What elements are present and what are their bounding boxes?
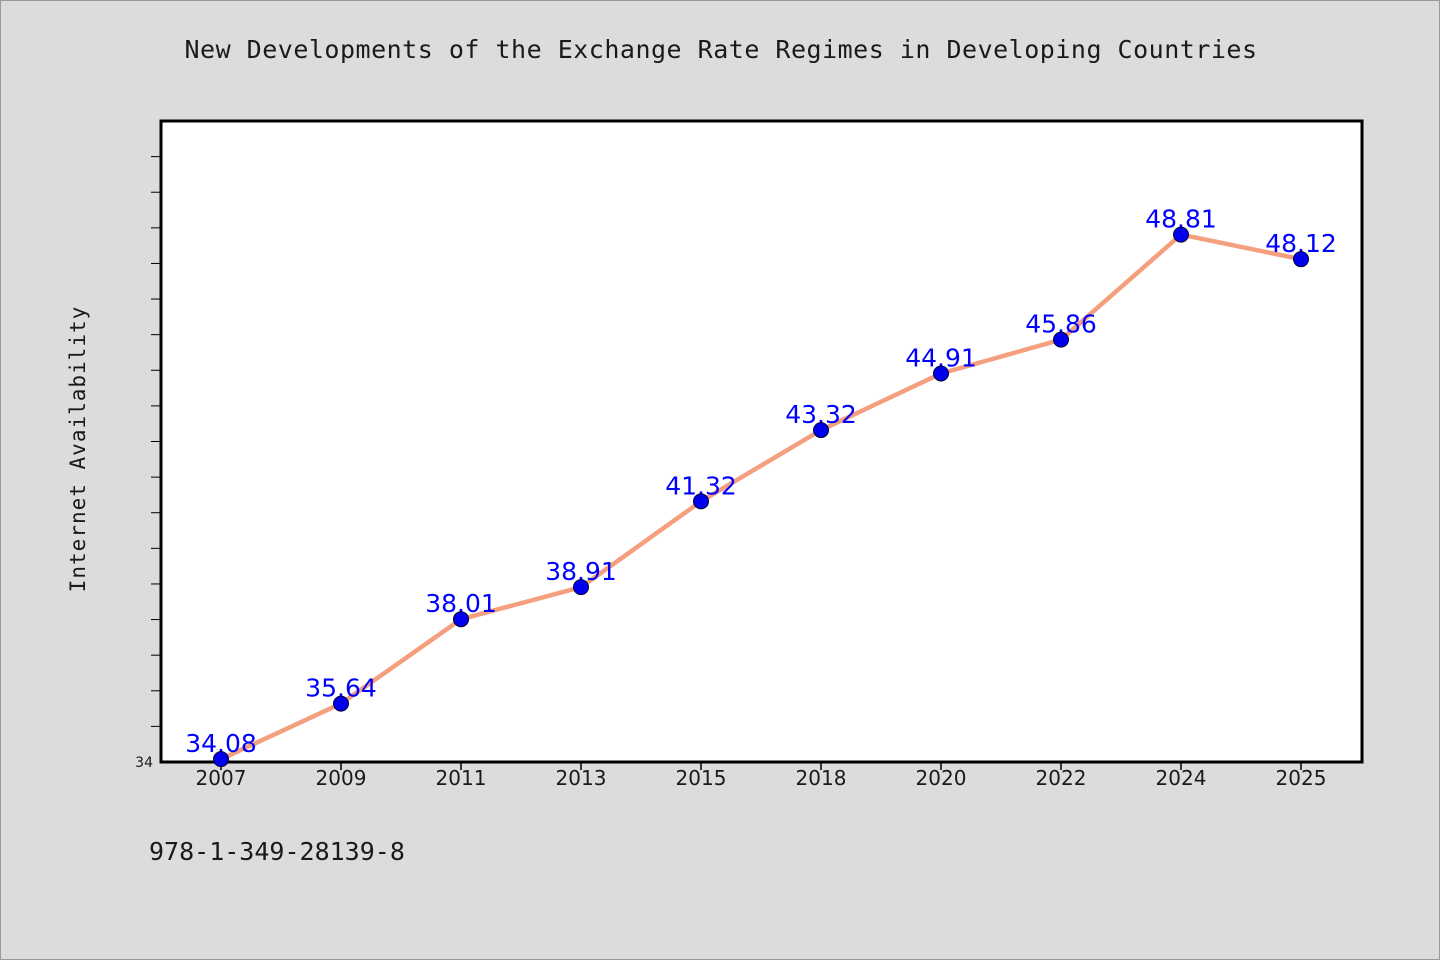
y-tick-label: 34	[135, 755, 153, 771]
data-point	[1173, 226, 1189, 243]
series-line	[218, 232, 1304, 762]
x-tick-label: 2013	[556, 766, 607, 790]
data-point	[1053, 331, 1069, 348]
x-tick-label: 2024	[1156, 766, 1207, 790]
data-point	[813, 422, 829, 439]
data-point	[1293, 251, 1309, 268]
x-tick-label: 2015	[676, 766, 727, 790]
data-point	[453, 611, 469, 628]
x-tick-label: 2007	[196, 766, 247, 790]
plot-area	[159, 119, 1364, 764]
x-tick-label: 2025	[1276, 766, 1327, 790]
data-point	[213, 751, 229, 768]
data-point	[933, 365, 949, 382]
data-point	[333, 695, 349, 712]
data-point	[573, 579, 589, 596]
x-tick-label: 2011	[436, 766, 487, 790]
x-tick-label: 2022	[1036, 766, 1087, 790]
isbn-caption: 978-1-349-28139-8	[149, 837, 405, 866]
x-tick-label: 2009	[316, 766, 367, 790]
x-tick-label: 2020	[916, 766, 967, 790]
x-tick-label: 2018	[796, 766, 847, 790]
data-point	[693, 493, 709, 510]
chart-title: New Developments of the Exchange Rate Re…	[184, 35, 1258, 64]
